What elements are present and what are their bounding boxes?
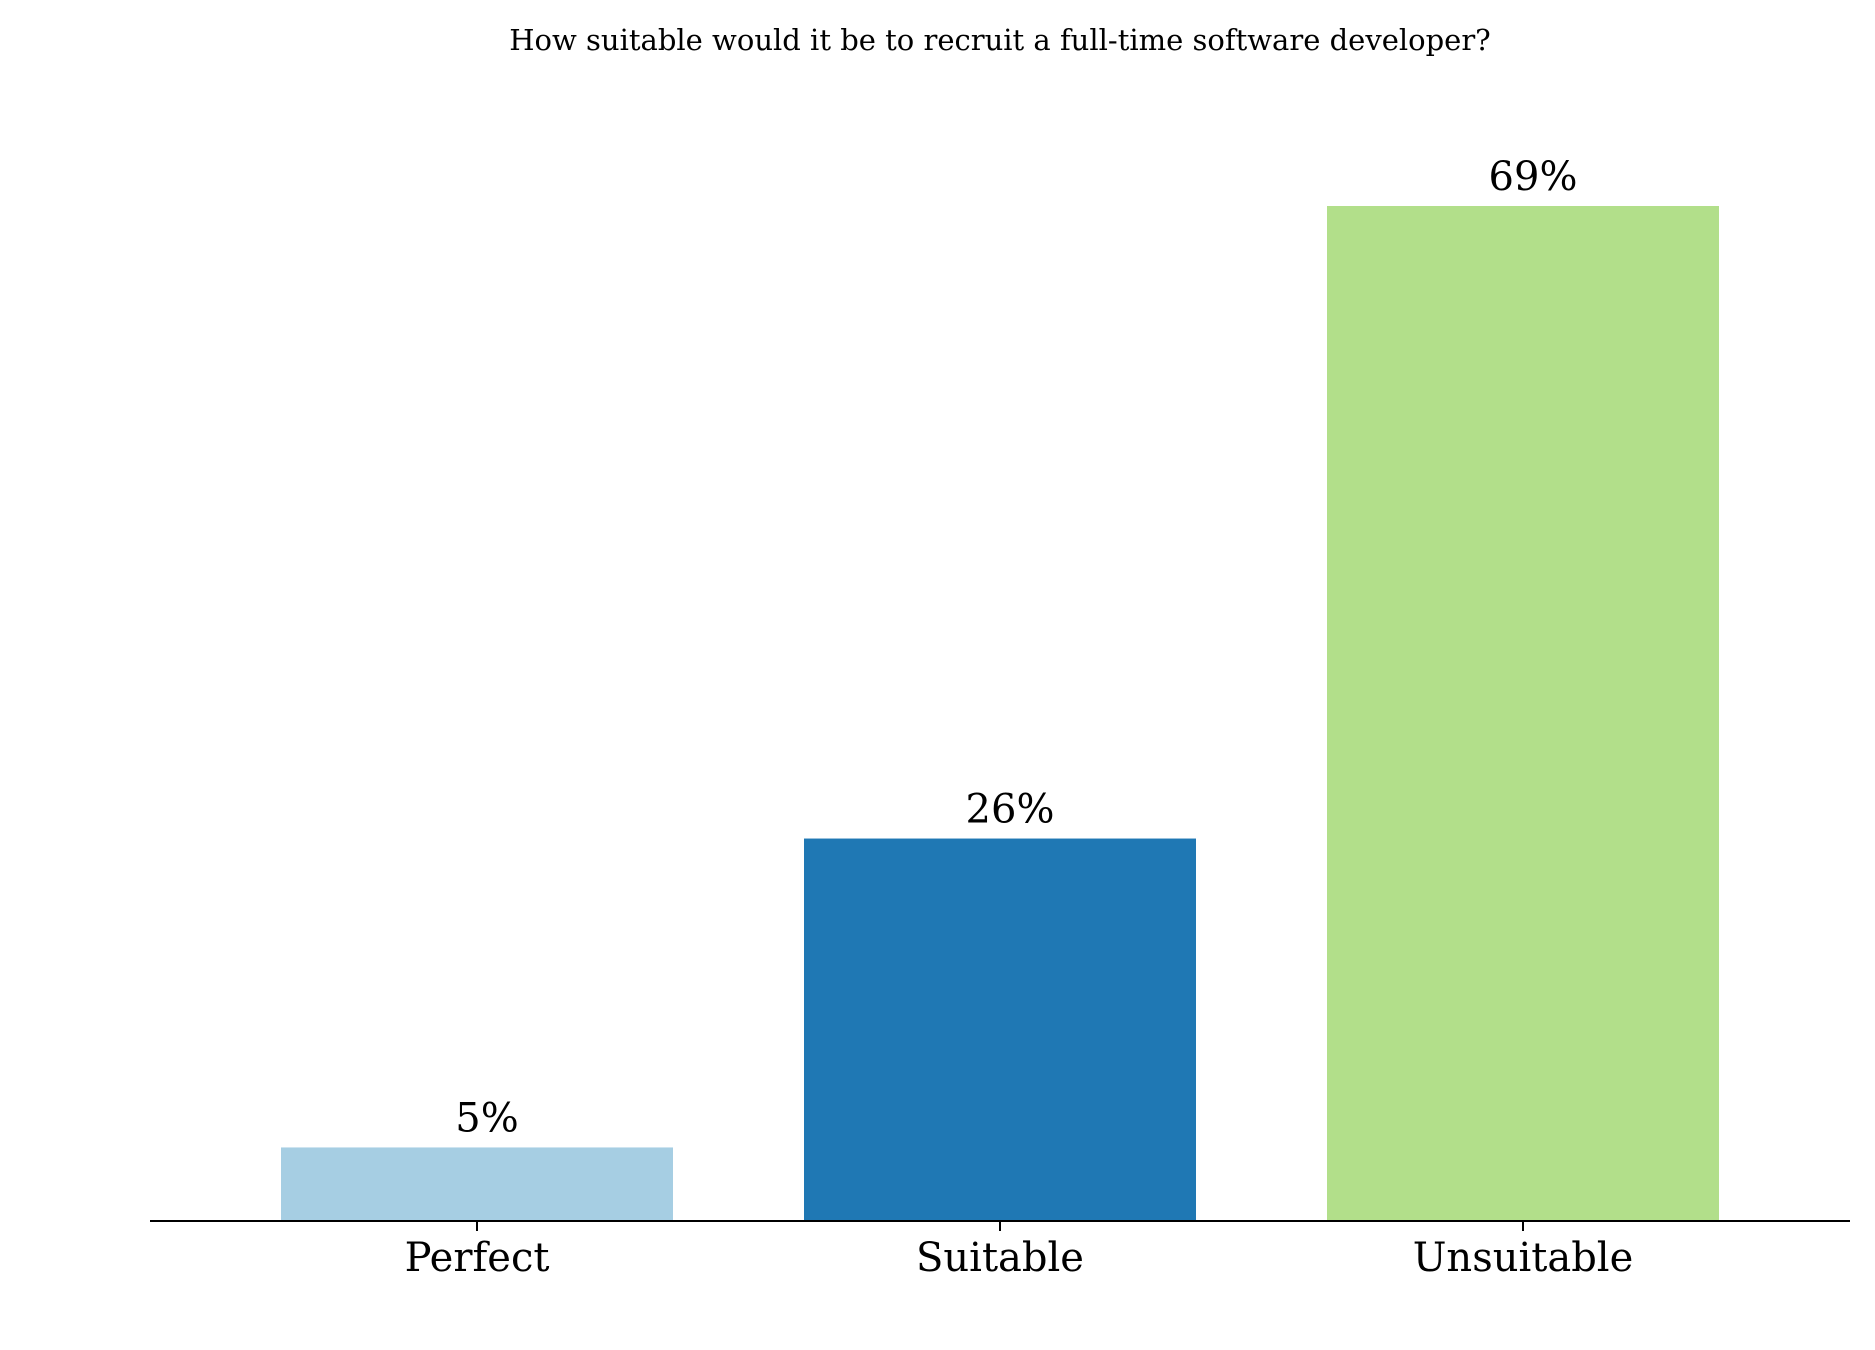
- bar-suitable: [804, 838, 1196, 1221]
- bars: [281, 206, 1719, 1221]
- bar-perfect: [281, 1147, 673, 1221]
- tick-label-unsuitable: Unsuitable: [1413, 1235, 1634, 1281]
- chart-title: How suitable would it be to recruit a fu…: [509, 23, 1490, 57]
- x-axis-ticks: Perfect Suitable Unsuitable: [405, 1221, 1634, 1281]
- data-label-unsuitable: 69%: [1489, 154, 1578, 200]
- bar-unsuitable: [1327, 206, 1719, 1221]
- tick-label-suitable: Suitable: [916, 1235, 1084, 1281]
- tick-label-perfect: Perfect: [405, 1235, 550, 1281]
- data-labels: 5% 26% 69%: [455, 154, 1577, 1141]
- data-label-suitable: 26%: [966, 787, 1055, 833]
- data-label-perfect: 5%: [455, 1095, 518, 1141]
